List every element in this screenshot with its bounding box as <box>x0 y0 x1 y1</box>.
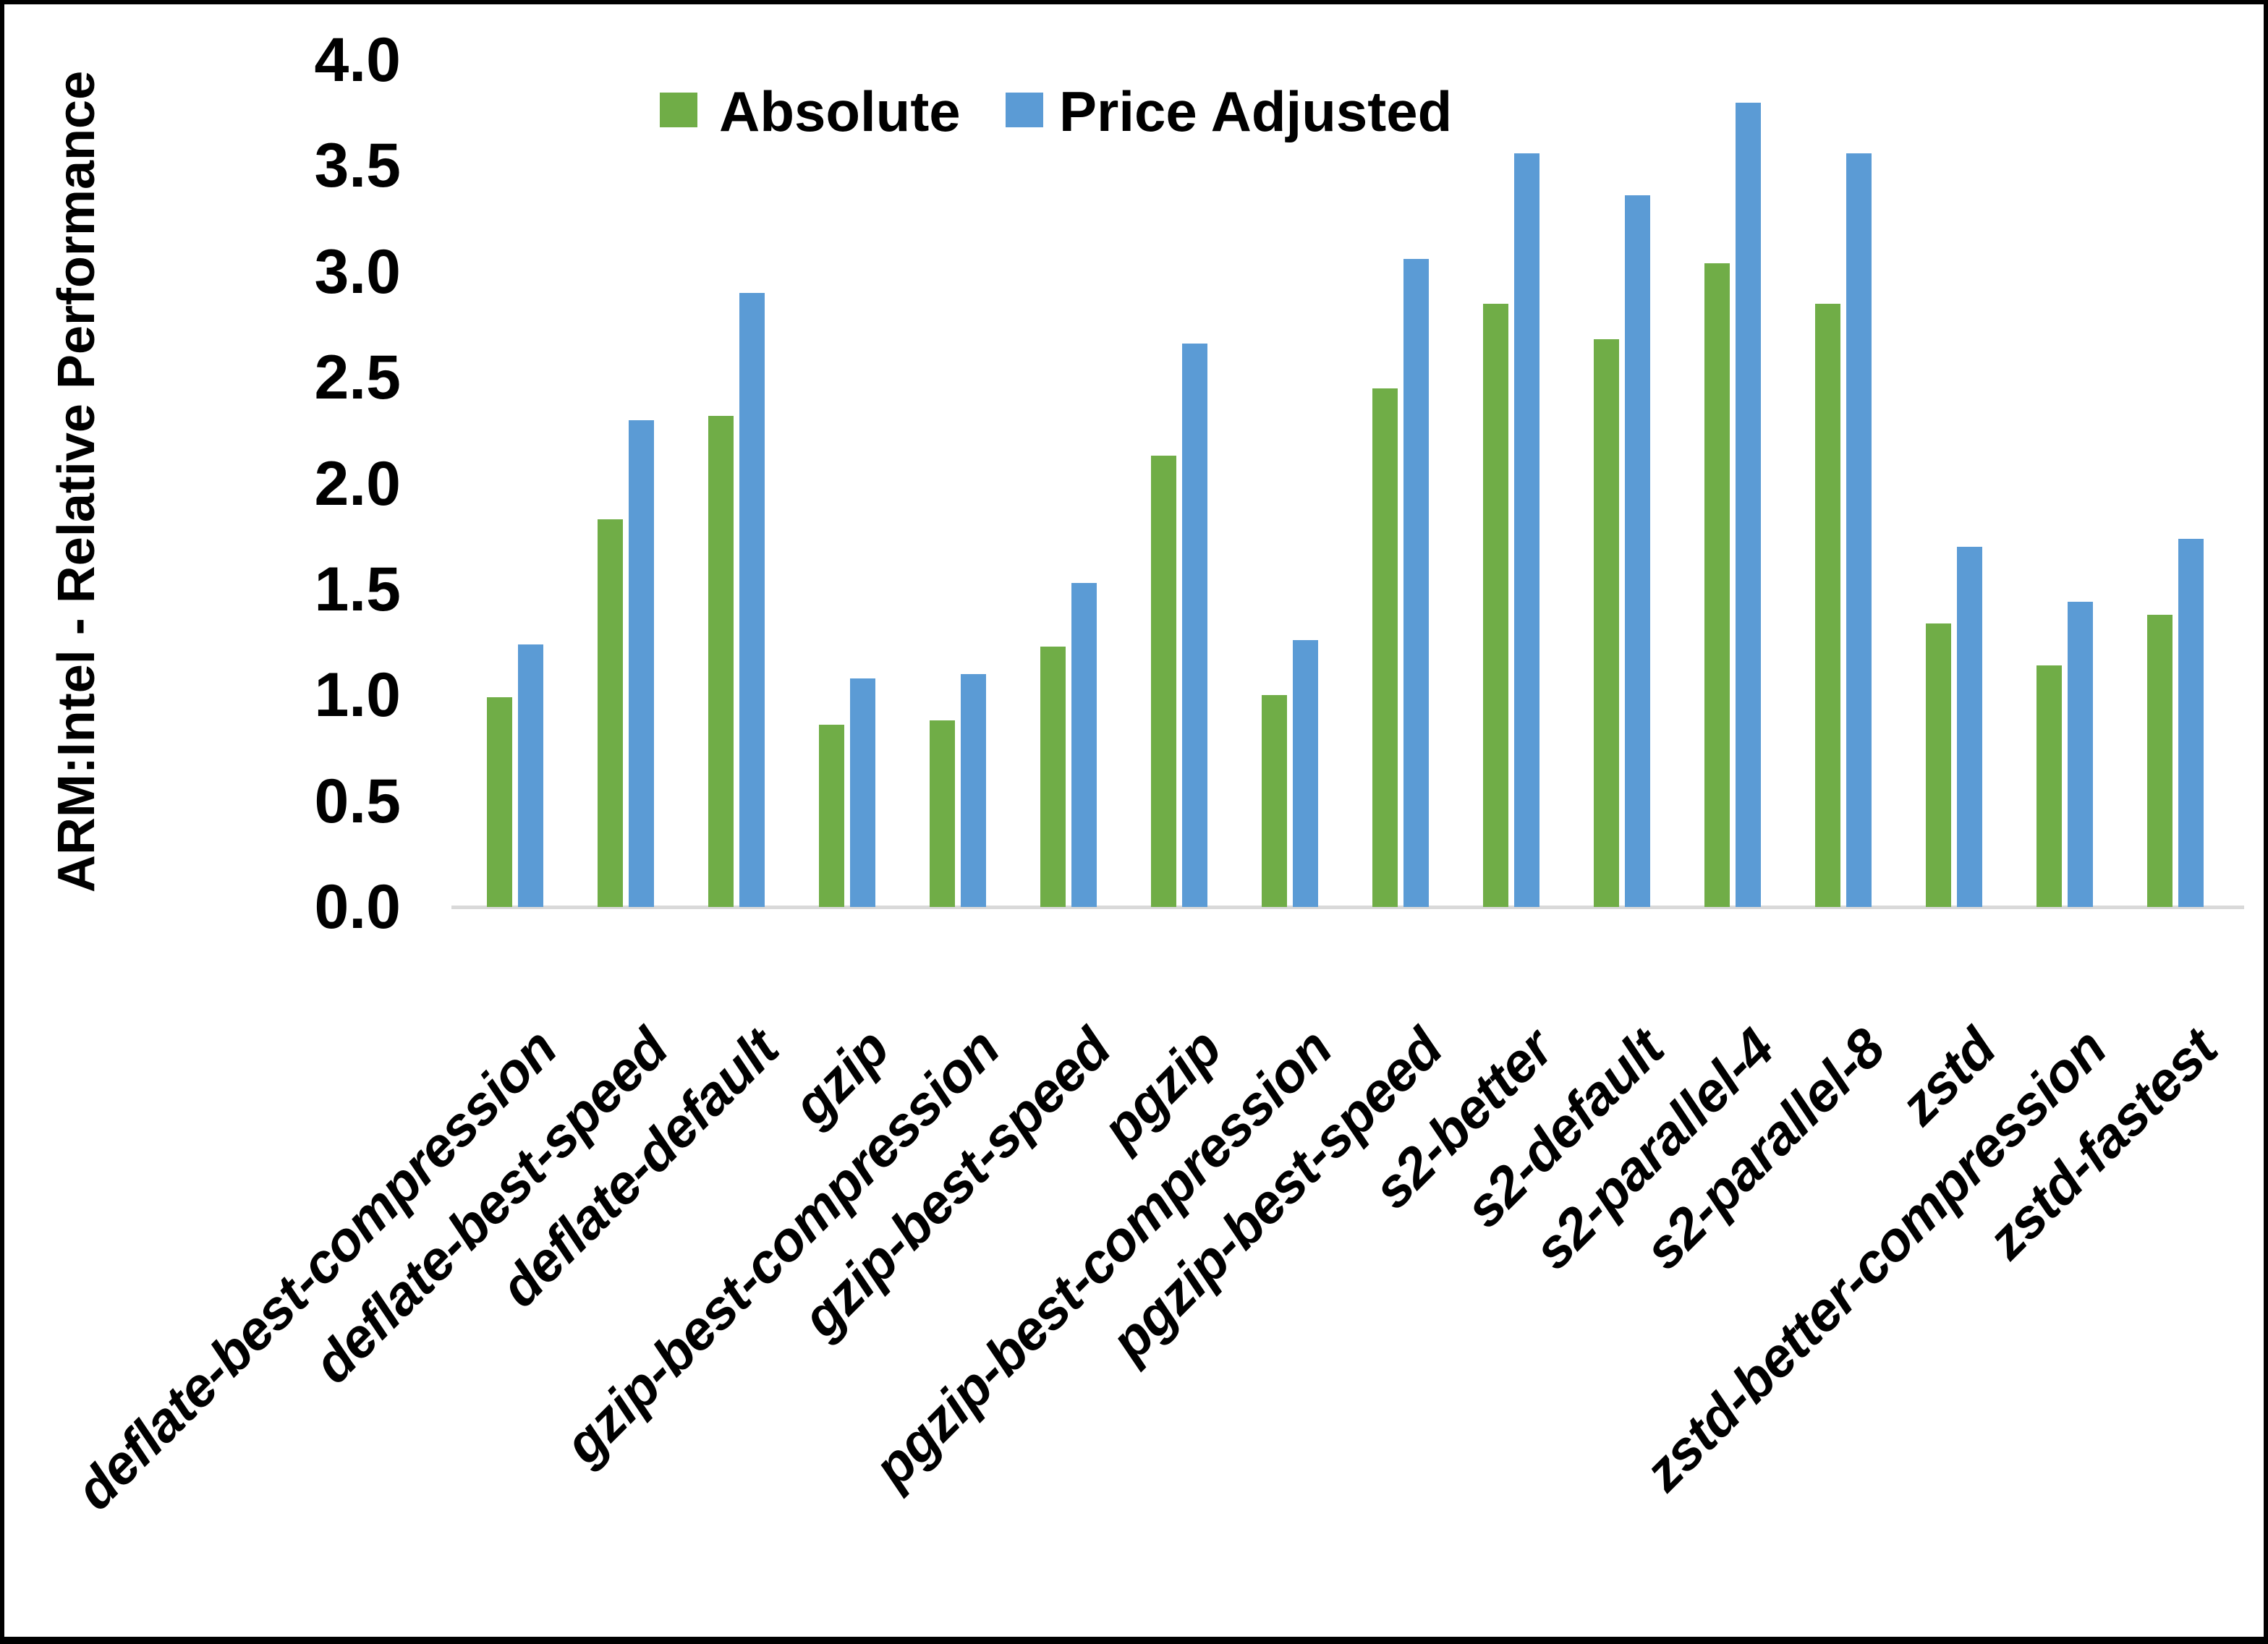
bar-deflate-best-speed-price-adjusted <box>629 420 654 907</box>
bar-pgzip-best-compression-absolute <box>1262 695 1287 907</box>
bar-s2-parallel-8-price-adjusted <box>1846 153 1872 907</box>
bar-pgzip-price-adjusted <box>1182 344 1207 907</box>
bar-deflate-default-absolute <box>708 416 734 907</box>
y-tick-label-3.0: 3.0 <box>314 237 401 307</box>
bar-s2-parallel-4-absolute <box>1704 263 1730 907</box>
bar-s2-default-absolute <box>1594 339 1619 907</box>
bar-s2-better-absolute <box>1483 304 1508 907</box>
y-tick-label-2.5: 2.5 <box>314 343 401 413</box>
bar-deflate-best-speed-absolute <box>598 519 623 907</box>
y-tick-label-0.5: 0.5 <box>314 766 401 836</box>
bar-deflate-best-compression-price-adjusted <box>518 644 543 907</box>
y-axis-title: ARM:Intel - Relative Performance <box>48 70 106 893</box>
bar-s2-parallel-8-absolute <box>1815 304 1840 907</box>
bar-s2-parallel-4-price-adjusted <box>1736 103 1761 907</box>
bar-gzip-price-adjusted <box>850 678 875 907</box>
bar-zstd-fastest-price-adjusted <box>2178 539 2204 907</box>
y-tick-label-1.0: 1.0 <box>314 660 401 731</box>
y-tick-label-1.5: 1.5 <box>314 554 401 624</box>
y-tick-label-0.0: 0.0 <box>314 872 401 942</box>
bar-deflate-best-compression-absolute <box>487 697 512 907</box>
bar-zstd-price-adjusted <box>1957 547 1982 907</box>
bar-zstd-absolute <box>1926 623 1951 907</box>
bar-deflate-default-price-adjusted <box>739 293 765 907</box>
bar-s2-better-price-adjusted <box>1514 153 1539 907</box>
bar-pgzip-best-speed-absolute <box>1372 388 1398 907</box>
bar-pgzip-best-speed-price-adjusted <box>1403 259 1429 907</box>
bar-pgzip-absolute <box>1151 456 1176 907</box>
x-axis-line <box>451 906 2244 909</box>
bar-s2-default-price-adjusted <box>1625 195 1650 907</box>
bar-pgzip-best-compression-price-adjusted <box>1293 640 1318 907</box>
bar-gzip-best-speed-absolute <box>1040 647 1066 907</box>
legend-swatch-absolute <box>660 93 697 127</box>
bar-gzip-absolute <box>819 725 844 907</box>
bar-zstd-better-compression-price-adjusted <box>2068 602 2093 907</box>
bar-gzip-best-compression-price-adjusted <box>961 674 986 907</box>
y-tick-label-2.0: 2.0 <box>314 448 401 519</box>
bar-zstd-fastest-absolute <box>2147 615 2173 907</box>
y-tick-label-3.5: 3.5 <box>314 131 401 201</box>
bar-gzip-best-compression-absolute <box>930 720 955 907</box>
y-tick-label-4.0: 4.0 <box>314 25 401 95</box>
bar-gzip-best-speed-price-adjusted <box>1071 583 1097 907</box>
legend-label-absolute: Absolute <box>719 80 961 143</box>
legend-swatch-price-adjusted <box>1006 93 1043 127</box>
legend-label-price-adjusted: Price Adjusted <box>1059 80 1453 143</box>
bar-zstd-better-compression-absolute <box>2036 665 2062 907</box>
